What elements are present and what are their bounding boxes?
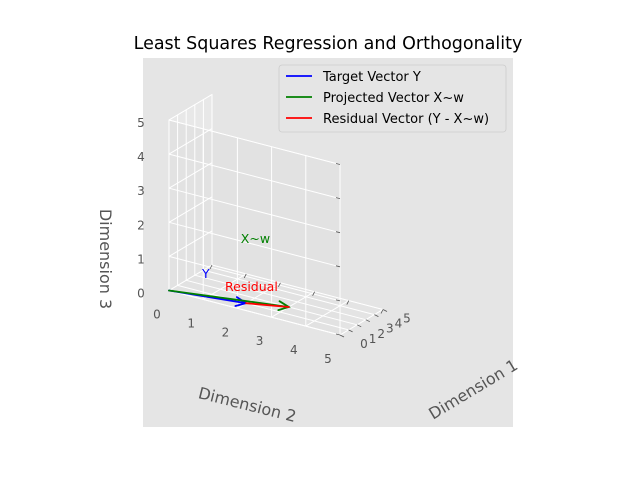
annotation-y: Y [201,266,210,281]
gridline-x-bottom-5 [211,264,384,310]
gridline-z-back-2 [168,196,213,223]
tick-mark-x-1 [348,329,353,333]
tick-label-y-0: 0 [153,308,161,322]
tick-label-x-2: 2 [377,327,385,341]
tick-label-y-4: 4 [290,343,298,357]
tick-mark-x-4 [374,314,379,317]
gridline-z-back-3 [168,162,213,189]
tick-label-z-1: 1 [137,252,145,266]
grid-lines [168,94,388,338]
gridline-y-bottom-1 [202,273,247,300]
tick-label-z-0: 0 [137,287,145,301]
tick-mark-y-4 [346,300,350,305]
tick-mark-z-3 [335,231,341,234]
tick-mark-y-1 [243,273,247,279]
vectors: Y X~w Residual [168,231,291,311]
tick-mark-z-4 [335,197,341,199]
tick-label-z-3: 3 [137,184,145,198]
vector-projected [168,289,290,308]
tick-mark-y-3 [312,291,315,296]
tick-label-y-1: 1 [187,316,195,330]
tick-mark-x-5 [382,309,388,312]
tick-label-z-2: 2 [137,218,145,232]
gridline-z-left-3 [168,187,341,234]
tick-mark-x-3 [365,319,370,323]
gridline-z-back-0 [168,264,213,291]
axis-title-dimension-3: Dimension 3 [96,209,115,309]
legend-label-target: Target Vector Y [322,70,421,85]
chart-title: Least Squares Regression and Orthogonali… [134,34,523,54]
tick-mark-z-5 [335,163,341,165]
legend-label-residual: Residual Vector (Y - X~w) [323,112,489,127]
tick-mark-z-1 [335,299,341,302]
gridline-y-bottom-5 [339,309,384,336]
gridline-z-left-4 [168,153,341,200]
gridline-y-bottom-3 [271,291,315,318]
tick-label-x-0: 0 [360,337,368,351]
gridline-z-back-1 [168,230,213,257]
gridline-x-bottom-3 [194,274,366,321]
tick-mark-z-0 [335,333,341,336]
tick-label-x-3: 3 [386,322,394,336]
tick-label-x-1: 1 [369,332,377,346]
tick-label-x-4: 4 [395,317,403,331]
tick-mark-y-0 [209,264,213,270]
tick-mark-z-2 [335,265,341,268]
tick-mark-y-5 [380,309,384,314]
tick-mark-x-2 [357,324,362,328]
tick-label-z-4: 4 [137,150,145,164]
annotation-x-w: X~w [241,231,270,246]
annotation-residual: Residual [225,279,278,294]
gridline-z-back-5 [168,94,213,121]
gridline-z-back-4 [168,128,213,155]
gridline-z-left-5 [168,119,341,165]
gridline-z-left-0 [168,290,341,336]
legend: Target Vector Y Projected Vector X~w Res… [278,64,507,133]
vector-residual [245,302,290,308]
gridline-y-bottom-4 [305,300,350,327]
tick-mark-y-2 [278,282,281,287]
gridline-z-left-2 [168,221,341,268]
legend-label-projected: Projected Vector X~w [323,91,464,106]
tick-label-x-5: 5 [403,312,411,326]
tick-label-y-5: 5 [324,352,332,366]
gridline-x-bottom-4 [203,269,375,316]
tick-label-y-3: 3 [256,334,264,348]
gridline-x-bottom-1 [177,284,349,331]
tick-label-z-5: 5 [137,116,145,130]
tick-label-y-2: 2 [222,325,230,339]
legend-box [278,64,507,133]
tick-mark-x-0 [339,334,345,338]
